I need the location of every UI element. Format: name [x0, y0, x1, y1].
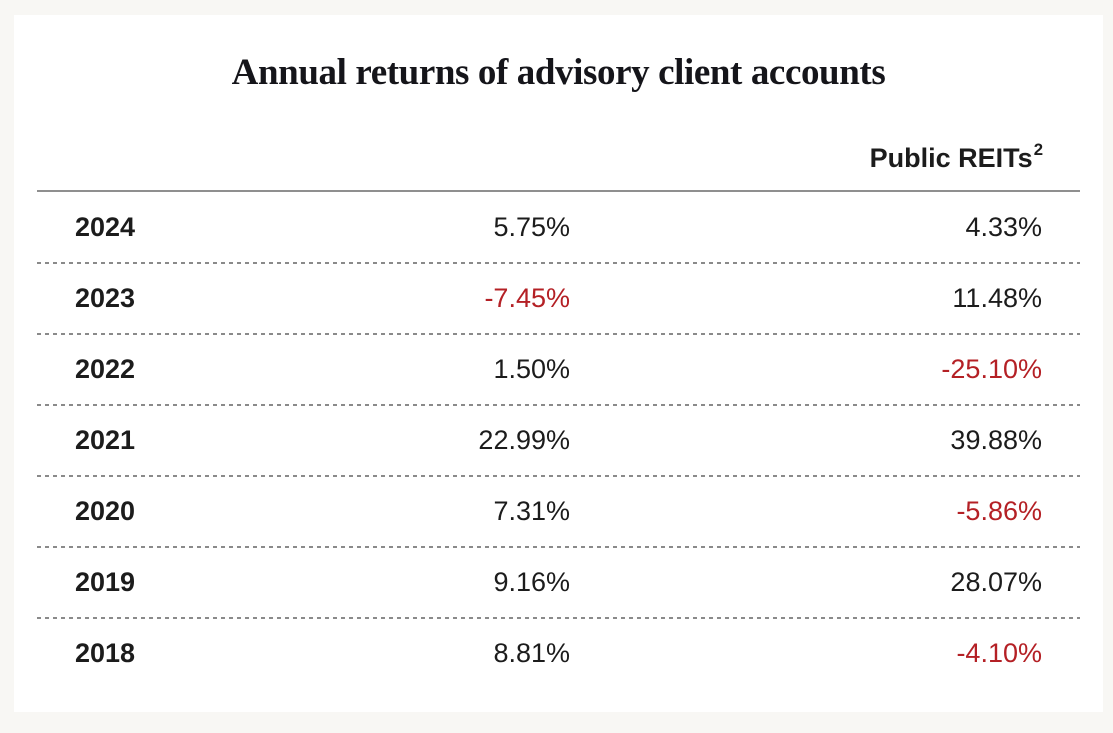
page-title: Annual returns of advisory client accoun…	[231, 52, 886, 93]
table-row: 2024 5.75% 4.33%	[37, 192, 1080, 263]
table-body: 2024 5.75% 4.33% 2023 -7.45% 11.48% 2022…	[37, 192, 1080, 689]
table-row: 2018 8.81% -4.10%	[37, 617, 1080, 689]
advisory-return-cell: 1.50%	[493, 354, 570, 384]
public-reits-return-cell: 28.07%	[950, 567, 1042, 597]
public-reits-return-cell: -4.10%	[956, 638, 1042, 668]
advisory-return-cell: 22.99%	[478, 425, 570, 455]
year-cell: 2024	[75, 212, 136, 242]
footnote-marker: 2	[1033, 140, 1043, 159]
public-reits-return-cell: -5.86%	[956, 496, 1042, 526]
table-row: 2021 22.99% 39.88%	[37, 404, 1080, 476]
table-row: 2022 1.50% -25.10%	[37, 333, 1080, 405]
advisory-return-cell: 9.16%	[493, 567, 570, 597]
year-cell: 2021	[75, 425, 136, 455]
public-reits-return-cell: 4.33%	[965, 212, 1042, 242]
year-cell: 2022	[75, 354, 136, 384]
column-header-label: Public REITs	[869, 143, 1033, 173]
public-reits-return-cell: -25.10%	[941, 354, 1042, 384]
table-row: 2020 7.31% -5.86%	[37, 475, 1080, 547]
year-cell: 2020	[75, 496, 136, 526]
returns-table: Public REITs2 2024 5.75% 4.33% 2023 -7.4…	[37, 95, 1080, 689]
year-cell: 2023	[75, 283, 136, 313]
table-header-row: Public REITs2	[37, 95, 1080, 192]
advisory-return-cell: -7.45%	[484, 283, 570, 313]
column-header-public-reits: Public REITs2	[869, 140, 1043, 174]
table-row: 2023 -7.45% 11.48%	[37, 262, 1080, 334]
advisory-return-cell: 5.75%	[493, 212, 570, 242]
table-row: 2019 9.16% 28.07%	[37, 546, 1080, 618]
year-cell: 2018	[75, 638, 136, 668]
advisory-return-cell: 7.31%	[493, 496, 570, 526]
advisory-return-cell: 8.81%	[493, 638, 570, 668]
public-reits-return-cell: 11.48%	[952, 283, 1042, 313]
year-cell: 2019	[75, 567, 136, 597]
public-reits-return-cell: 39.88%	[950, 425, 1042, 455]
returns-card: Annual returns of advisory client accoun…	[14, 15, 1103, 712]
